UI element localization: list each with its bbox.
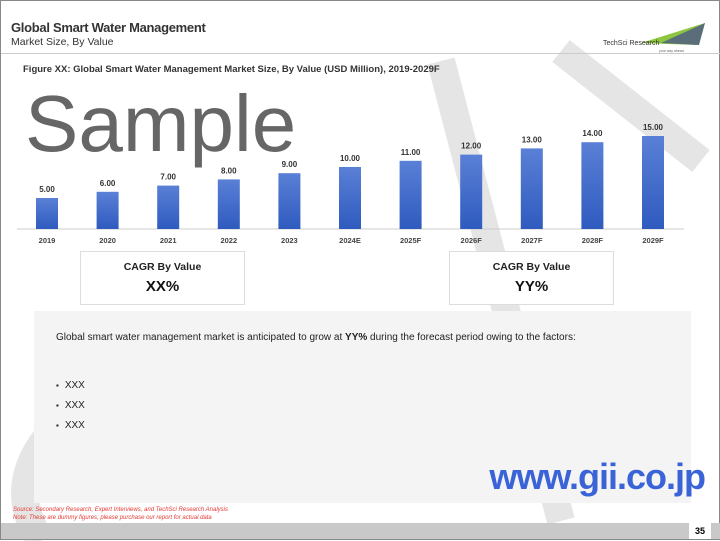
bar-2026F bbox=[460, 154, 483, 229]
bar-2027F bbox=[520, 148, 543, 229]
bar-2022 bbox=[217, 179, 240, 229]
x-tick-label: 2026F bbox=[461, 236, 483, 245]
list-item: XXX bbox=[56, 397, 85, 417]
page-number: 35 bbox=[689, 523, 711, 539]
data-label: 15.00 bbox=[643, 123, 664, 132]
svg-text:TechSci Research: TechSci Research bbox=[603, 40, 660, 47]
source-text: Source: Secondary Research, Expert Inter… bbox=[13, 507, 228, 513]
bar-chart: 5.00 2019 6.00 2020 7.00 2021 8.00 2022 9.00 2023… bbox=[17, 123, 684, 245]
note-text: Note: These are dummy figures; please pu… bbox=[13, 515, 212, 521]
x-tick-label: 2024E bbox=[339, 236, 361, 245]
footer-bar bbox=[1, 523, 720, 539]
data-label: 6.00 bbox=[100, 179, 116, 188]
cagr-box-yy: CAGR By Value YY% bbox=[449, 251, 614, 305]
svg-text:your way ahead: your way ahead bbox=[659, 49, 684, 53]
page-title: Global Smart Water Management bbox=[11, 20, 206, 35]
data-label: 12.00 bbox=[461, 142, 482, 151]
bar-2024E bbox=[339, 167, 361, 229]
summary-panel: Global smart water management market is … bbox=[34, 311, 691, 503]
x-tick-label: 2028F bbox=[582, 236, 604, 245]
bar-2021 bbox=[157, 185, 180, 229]
data-label: 10.00 bbox=[340, 154, 361, 163]
data-label: 5.00 bbox=[39, 185, 55, 194]
x-tick-label: 2025F bbox=[400, 236, 422, 245]
x-tick-label: 2020 bbox=[99, 236, 116, 245]
bar-2028F bbox=[581, 142, 604, 229]
bar-2019 bbox=[36, 198, 58, 229]
x-tick-label: 2027F bbox=[521, 236, 543, 245]
data-label: 11.00 bbox=[401, 148, 421, 157]
cagr-value: XX% bbox=[145, 278, 180, 295]
cagr-box-xx: CAGR By Value XX% bbox=[80, 251, 245, 305]
data-label: 9.00 bbox=[282, 160, 298, 169]
bar-2020 bbox=[96, 191, 119, 229]
data-label: 13.00 bbox=[522, 135, 543, 144]
x-tick-label: 2029F bbox=[642, 236, 664, 245]
source-note: Source: Secondary Research, Expert Inter… bbox=[13, 506, 228, 522]
page-subtitle: Market Size, By Value bbox=[11, 36, 114, 48]
bar-2023 bbox=[278, 173, 301, 229]
cagr-label: CAGR By Value bbox=[123, 261, 202, 273]
bar-2025F bbox=[399, 160, 422, 229]
list-item: XXX bbox=[56, 377, 85, 397]
bar-2029F bbox=[642, 136, 664, 229]
data-label: 8.00 bbox=[221, 166, 237, 175]
x-tick-label: 2019 bbox=[39, 236, 56, 245]
x-tick-label: 2021 bbox=[160, 236, 177, 245]
cagr-label: CAGR By Value bbox=[492, 261, 571, 273]
summary-text: Global smart water management market is … bbox=[56, 332, 576, 343]
site-watermark: www.gii.co.jp bbox=[489, 456, 706, 497]
techsci-logo: TechSci Research your way ahead bbox=[603, 23, 705, 53]
figure-title: Figure XX: Global Smart Water Management… bbox=[23, 64, 440, 75]
x-tick-label: 2023 bbox=[281, 236, 298, 245]
list-item: XXX bbox=[56, 417, 85, 437]
header-divider bbox=[1, 53, 720, 54]
cagr-value: YY% bbox=[514, 278, 549, 295]
data-label: 14.00 bbox=[582, 129, 603, 138]
x-tick-label: 2022 bbox=[220, 236, 237, 245]
factor-list: XXX XXX XXX bbox=[56, 377, 85, 437]
data-label: 7.00 bbox=[160, 173, 176, 182]
